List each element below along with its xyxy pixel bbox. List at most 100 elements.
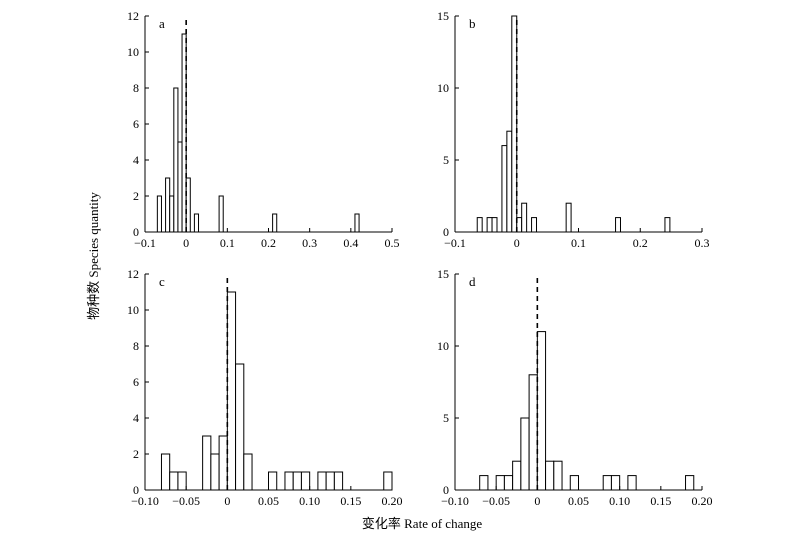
bar [173,87,179,233]
x-tick-label: 0.05 [258,494,279,508]
bar [476,217,483,233]
bar [243,453,253,491]
y-tick-label: 10 [437,339,449,353]
panel-d: −0.10 −0.05 0 0.05 0.10 0.15 0.20 0 5 10 15 d [437,267,713,508]
y-tick-label: 12 [127,9,139,23]
panel-label: a [159,16,165,31]
bar [325,471,335,491]
bar [160,453,171,491]
bar [272,213,278,233]
bar [284,471,294,491]
bar [202,435,212,491]
x-tick-label: −0.1 [134,236,156,250]
y-tick-label: 10 [127,303,139,317]
bar [545,460,555,491]
bar [235,363,245,491]
bar [520,417,530,491]
y-tick-label: 5 [443,411,449,425]
x-tick-label: 0.1 [571,236,586,250]
bar [317,471,327,491]
x-tick-label: 0.20 [382,494,403,508]
x-axis-label: 变化率 Rate of change [362,516,482,531]
y-tick-label: 2 [133,447,139,461]
y-tick-label: 10 [127,45,139,59]
bar [165,177,171,233]
bar [177,141,183,233]
bar [528,374,538,491]
bar [177,471,187,491]
x-tick-label: 0 [514,236,520,250]
y-tick-label: 12 [127,267,139,281]
bar [193,213,200,233]
bar [565,202,572,233]
x-tick-label: 0.1 [220,236,235,250]
bar [226,291,237,491]
bar [169,195,175,233]
bar [685,475,695,491]
bar [300,471,311,491]
bar [210,453,220,491]
bar [521,202,528,233]
y-tick-label: 0 [443,225,449,239]
x-tick-label: 0.3 [302,236,317,250]
x-tick-label: 0.4 [343,236,358,250]
bar [553,460,563,491]
bar [627,475,637,491]
bar [156,195,162,233]
x-tick-label: 0.20 [692,494,713,508]
bar [664,217,671,233]
x-tick-label: 0.3 [695,236,710,250]
bar [501,145,508,233]
bar [354,213,360,233]
panel-c: −0.10 −0.05 0 0.05 0.10 0.15 0.20 0 2 4 6 8 10 12 c [127,267,403,508]
x-tick-label: −0.10 [441,494,469,508]
panel-label: d [469,274,476,289]
x-tick-label: 0 [183,236,189,250]
bar [486,217,493,233]
bar [506,130,513,233]
bar [292,471,302,491]
x-tick-label: −0.05 [482,494,510,508]
panel-label: c [159,274,165,289]
bar [512,460,522,491]
x-tick-label: −0.10 [131,494,159,508]
y-tick-label: 4 [133,153,139,167]
y-tick-label: 2 [133,189,139,203]
bar [615,217,621,233]
bar [268,471,278,491]
x-tick-label: 0.10 [299,494,320,508]
bar [495,475,505,491]
bar [383,471,393,491]
y-tick-label: 10 [437,81,449,95]
bar [610,475,621,491]
bar [479,475,489,491]
bar [569,475,579,491]
x-tick-label: −0.05 [172,494,200,508]
y-tick-label: 15 [437,267,449,281]
y-tick-label: 5 [443,153,449,167]
y-tick-label: 8 [133,81,139,95]
y-tick-label: 8 [133,339,139,353]
x-tick-label: 0 [224,494,230,508]
y-tick-label: 6 [133,117,139,131]
x-tick-label: 0.2 [633,236,648,250]
bar [333,471,344,491]
x-tick-label: 0.5 [385,236,400,250]
y-tick-label: 0 [133,483,139,497]
y-tick-label: 6 [133,375,139,389]
y-tick-label: 0 [133,225,139,239]
y-tick-label: 4 [133,411,139,425]
x-tick-label: 0 [534,494,540,508]
x-tick-label: 0.10 [609,494,630,508]
bar [169,471,179,491]
y-axis-label: 物种数 Species quantity [86,192,101,320]
bar [536,331,547,491]
y-tick-label: 0 [443,483,449,497]
bar [218,195,224,233]
x-tick-label: −0.1 [444,236,466,250]
x-tick-label: 0.15 [650,494,671,508]
